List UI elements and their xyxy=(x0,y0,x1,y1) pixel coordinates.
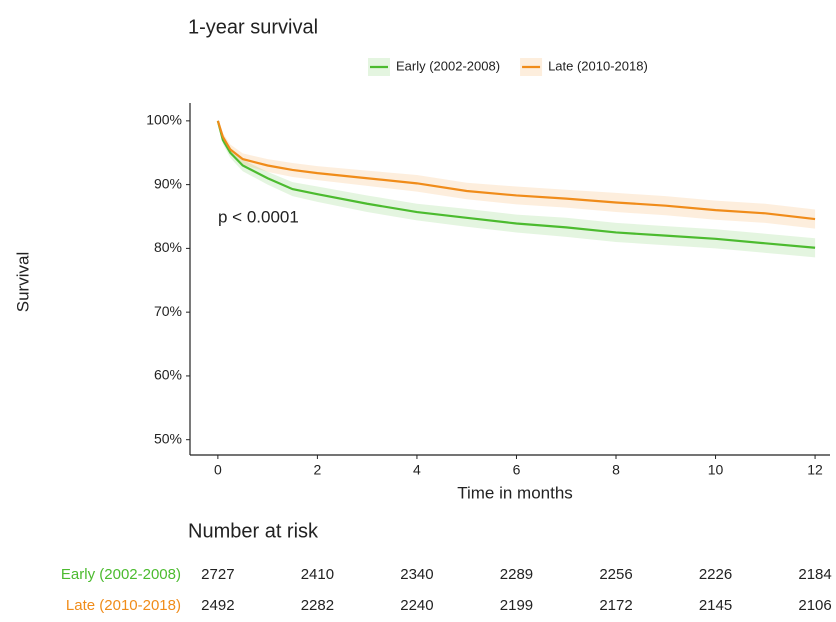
risk-count: 2226 xyxy=(699,566,732,583)
confidence-band xyxy=(217,120,816,258)
y-tick-label: 60% xyxy=(154,367,182,383)
p-value: p < 0.0001 xyxy=(218,207,299,226)
risk-count: 2410 xyxy=(301,566,334,583)
y-tick-label: 80% xyxy=(154,239,182,255)
x-tick-label: 2 xyxy=(314,462,322,478)
risk-count: 2289 xyxy=(500,566,533,583)
x-tick-label: 6 xyxy=(513,462,521,478)
confidence-band xyxy=(217,120,816,229)
x-tick-label: 4 xyxy=(413,462,421,478)
risk-count: 2106 xyxy=(798,597,831,614)
risk-count: 2172 xyxy=(599,597,632,614)
y-tick-label: 50% xyxy=(154,430,182,446)
x-axis-label: Time in months xyxy=(457,483,573,502)
risk-count: 2282 xyxy=(301,597,334,614)
risk-row-label: Early (2002-2008) xyxy=(61,566,181,583)
risk-count: 2145 xyxy=(699,597,732,614)
x-tick-label: 10 xyxy=(708,462,724,478)
x-tick-label: 8 xyxy=(612,462,620,478)
risk-row-label: Late (2010-2018) xyxy=(66,597,181,614)
y-axis-label: Survival xyxy=(13,252,32,312)
x-tick-label: 12 xyxy=(807,462,823,478)
y-tick-label: 100% xyxy=(146,112,182,128)
risk-count: 2240 xyxy=(400,597,433,614)
x-tick-label: 0 xyxy=(214,462,222,478)
survival-line xyxy=(216,120,816,221)
chart-title: 1-year survival xyxy=(188,16,318,38)
risk-count: 2199 xyxy=(500,597,533,614)
survival-line xyxy=(216,120,816,249)
risk-count: 2184 xyxy=(798,566,831,583)
risk-count: 2727 xyxy=(201,566,234,583)
legend-label: Early (2002-2008) xyxy=(396,58,500,73)
legend-label: Late (2010-2018) xyxy=(548,58,648,73)
risk-count: 2256 xyxy=(599,566,632,583)
y-tick-label: 70% xyxy=(154,303,182,319)
risk-count: 2340 xyxy=(400,566,433,583)
risk-table-title: Number at risk xyxy=(188,520,319,542)
risk-count: 2492 xyxy=(201,597,234,614)
y-tick-label: 90% xyxy=(154,175,182,191)
